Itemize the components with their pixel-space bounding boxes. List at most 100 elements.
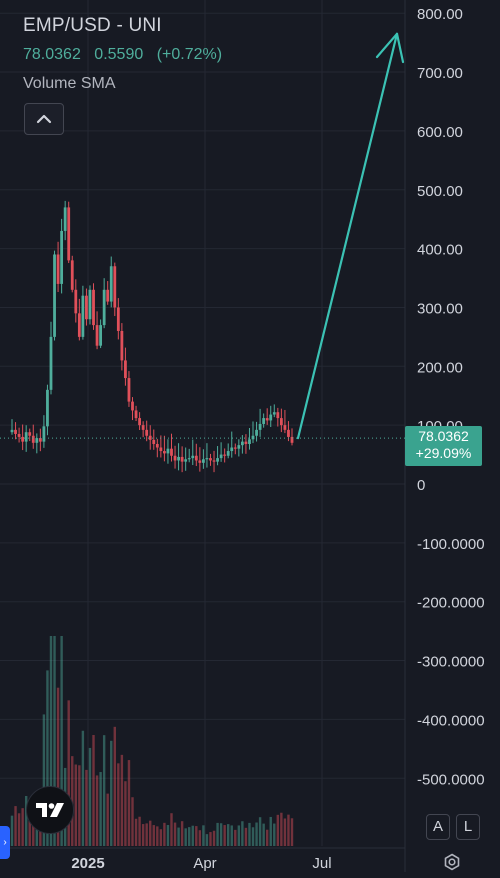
candle-body <box>53 254 56 337</box>
candle-body <box>262 418 266 424</box>
candle-body <box>251 435 255 440</box>
volume-bar <box>173 822 177 846</box>
candle-body <box>194 455 198 461</box>
candle-body <box>63 207 67 231</box>
volume-bar <box>152 825 155 846</box>
volume-bar <box>156 826 159 846</box>
side-panel-handle[interactable]: › <box>0 826 10 859</box>
candle-body <box>219 454 223 459</box>
candle-body <box>269 414 273 421</box>
candle-body <box>109 266 113 302</box>
volume-bar <box>145 823 148 846</box>
volume-bar <box>170 813 173 846</box>
volume-bar <box>255 822 258 846</box>
volume-bar <box>138 816 141 846</box>
y-axis-tick-label: 700.00 <box>417 65 463 82</box>
candle-body <box>180 456 184 462</box>
volume-bar <box>280 812 283 846</box>
auto-scale-button[interactable]: A <box>426 814 450 840</box>
volume-bar <box>17 813 21 846</box>
indicator-label[interactable]: Volume SMA <box>23 75 116 92</box>
tradingview-logo-icon[interactable] <box>26 786 74 834</box>
volume-bar <box>209 832 212 846</box>
candle-body <box>77 313 81 337</box>
candle-body <box>248 439 251 444</box>
collapse-legend-button[interactable] <box>24 103 64 135</box>
candle-body <box>209 458 212 461</box>
volume-bar <box>234 829 237 846</box>
candle-body <box>283 425 287 430</box>
volume-bar <box>163 822 166 846</box>
volume-bar <box>42 714 46 846</box>
candle-body <box>85 295 88 320</box>
symbol-title[interactable]: EMP/USD - UNI <box>23 15 162 36</box>
y-axis-tick-label: -400.0000 <box>417 712 485 729</box>
candle-body <box>212 460 216 462</box>
volume-bar <box>74 764 77 846</box>
y-axis-tick-label: -200.0000 <box>417 595 485 612</box>
y-axis-tick-label: 0 <box>417 477 425 494</box>
volume-bar <box>10 815 14 846</box>
candle-body <box>148 435 152 440</box>
trend-arrow-shaft <box>296 32 399 440</box>
y-axis-tick-label: 200.00 <box>417 359 463 376</box>
candle-body <box>233 447 237 449</box>
volume-bar <box>237 825 241 846</box>
tv-logo-mark <box>36 803 64 817</box>
volume-bar <box>134 818 138 846</box>
candle-body <box>124 360 127 379</box>
volume-bar <box>92 735 95 846</box>
volume-bar <box>188 827 191 846</box>
y-axis-tick-label: 500.00 <box>417 183 463 200</box>
volume-bar <box>110 740 113 846</box>
candle-body <box>230 447 234 452</box>
candle-body <box>67 207 71 261</box>
x-axis-tick-label: 2025 <box>71 855 104 872</box>
candle-body <box>177 456 180 461</box>
candle-body <box>226 451 230 456</box>
volume-bar <box>124 781 127 846</box>
volume-bar <box>283 818 287 846</box>
volume-bar <box>67 700 70 846</box>
volume-bar <box>95 775 99 846</box>
candle-body <box>170 448 173 456</box>
volume-bar <box>248 822 251 846</box>
candle-body <box>184 459 188 462</box>
volume-bar <box>177 827 180 846</box>
candle-body <box>166 448 170 454</box>
candle-body <box>113 266 117 308</box>
candle-body <box>74 289 78 314</box>
candle-body <box>290 436 294 443</box>
candle-body <box>255 429 258 436</box>
volume-bar <box>244 827 248 846</box>
settings-button[interactable] <box>441 851 463 873</box>
candle-body <box>155 443 159 448</box>
volume-bar <box>24 795 28 846</box>
volume-bar <box>258 817 262 846</box>
log-scale-button[interactable]: L <box>456 814 480 840</box>
y-axis-tick-label: 300.00 <box>417 300 463 317</box>
candle-body <box>24 432 28 442</box>
volume-bar <box>131 797 134 846</box>
candle-body <box>205 458 209 460</box>
volume-bar <box>99 772 102 846</box>
candle-body <box>141 425 145 430</box>
candle-body <box>237 445 241 449</box>
candle-body <box>198 460 202 463</box>
volume-bar <box>219 823 223 846</box>
volume-bar <box>195 826 198 846</box>
y-axis-tick-label: 400.00 <box>417 242 463 259</box>
price-change: 0.5590 <box>94 46 144 63</box>
candle-body <box>102 289 106 326</box>
volume-bar <box>290 818 294 846</box>
candle-body <box>223 454 227 456</box>
volume-bar <box>205 834 209 846</box>
volume-bar <box>88 747 92 846</box>
candle-body <box>201 459 205 463</box>
volume-bar <box>198 830 202 846</box>
volume-bar <box>120 754 124 846</box>
volume-bar <box>184 828 187 846</box>
candle-body <box>134 410 138 419</box>
